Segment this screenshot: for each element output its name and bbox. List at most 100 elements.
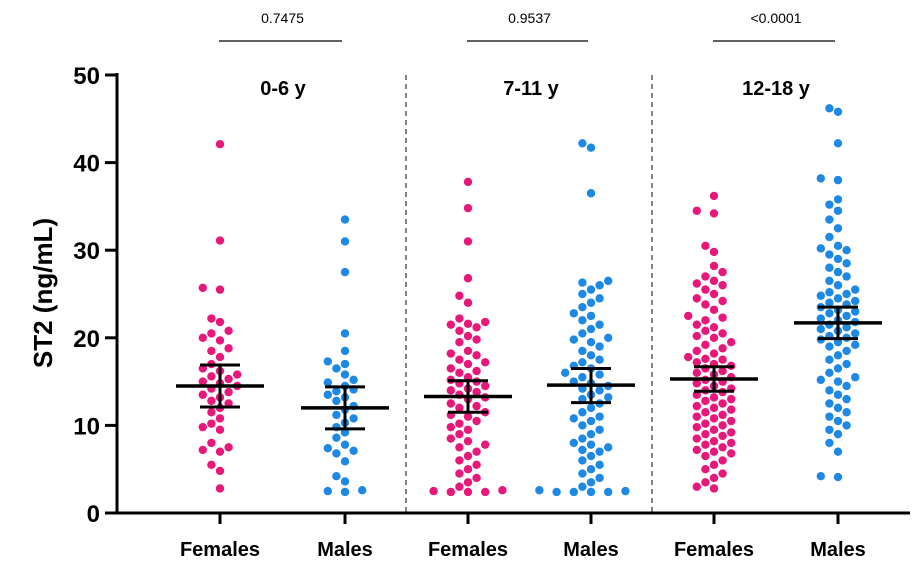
- data-point: [833, 175, 843, 185]
- data-point: [429, 486, 438, 496]
- data-point: [463, 331, 473, 341]
- data-point: [340, 487, 350, 497]
- data-point: [718, 313, 727, 322]
- data-point: [349, 446, 358, 456]
- data-point: [825, 412, 834, 421]
- data-point: [692, 358, 701, 367]
- data-point: [701, 419, 710, 428]
- data-point: [718, 281, 727, 290]
- data-point: [842, 259, 851, 268]
- data-point: [323, 443, 332, 453]
- data-point: [709, 349, 719, 358]
- data-point: [833, 472, 843, 482]
- data-point: [718, 399, 727, 408]
- data-point: [561, 368, 570, 378]
- data-point: [224, 443, 233, 452]
- data-point: [578, 329, 587, 338]
- data-point: [586, 337, 596, 347]
- data-point: [718, 329, 727, 338]
- data-point: [463, 436, 473, 446]
- data-point: [604, 443, 613, 452]
- data-point: [816, 472, 825, 481]
- data-point: [340, 457, 350, 466]
- data-point: [340, 359, 350, 369]
- data-point: [709, 247, 719, 257]
- data-point: [332, 449, 341, 458]
- data-point: [604, 487, 613, 497]
- data-point: [701, 300, 710, 309]
- data-point: [215, 466, 225, 476]
- data-point: [727, 449, 736, 458]
- data-point: [833, 364, 843, 373]
- data-point: [833, 403, 843, 413]
- data-point: [481, 440, 490, 449]
- data-point: [816, 375, 825, 385]
- data-point: [332, 433, 341, 442]
- data-point: [718, 443, 727, 452]
- data-point: [701, 465, 710, 474]
- data-point: [578, 373, 587, 382]
- data-point: [198, 283, 207, 293]
- data-point: [578, 434, 587, 443]
- data-point: [709, 191, 719, 201]
- data-point: [481, 381, 490, 391]
- data-point: [472, 473, 481, 483]
- data-point: [842, 289, 851, 299]
- y-tick-label: 20: [73, 326, 100, 353]
- data-point: [358, 486, 367, 495]
- data-point: [701, 340, 710, 350]
- data-point: [446, 434, 455, 443]
- data-point: [825, 355, 834, 364]
- data-point: [578, 445, 587, 455]
- data-point: [825, 309, 834, 318]
- data-point: [833, 429, 843, 439]
- data-point: [472, 351, 481, 360]
- data-point: [842, 246, 851, 255]
- data-point: [586, 143, 596, 152]
- data-point: [481, 317, 490, 327]
- data-point: [718, 344, 727, 353]
- data-point: [727, 416, 736, 426]
- data-point: [569, 335, 578, 344]
- data-point: [825, 386, 834, 395]
- data-point: [323, 486, 332, 496]
- data-point: [215, 140, 225, 149]
- data-point: [816, 174, 825, 183]
- data-point: [718, 469, 727, 478]
- data-point: [833, 107, 843, 116]
- data-point: [718, 421, 727, 430]
- data-point: [709, 289, 719, 299]
- data-point: [692, 294, 701, 303]
- data-point: [595, 473, 604, 483]
- data-point: [727, 405, 736, 414]
- data-point: [842, 408, 851, 417]
- data-point: [701, 354, 710, 364]
- data-point: [586, 465, 596, 474]
- data-point: [825, 399, 834, 408]
- data-point: [207, 438, 216, 448]
- data-point: [701, 396, 710, 406]
- data-point: [586, 478, 596, 487]
- data-point: [825, 215, 834, 224]
- data-point: [340, 329, 350, 338]
- data-point: [727, 337, 736, 347]
- data-point: [842, 272, 851, 281]
- data-point: [349, 414, 358, 423]
- data-point: [446, 422, 455, 432]
- data-point: [481, 487, 490, 497]
- data-point: [446, 364, 455, 373]
- data-point: [701, 451, 710, 461]
- data-point: [332, 410, 341, 420]
- data-point: [701, 326, 710, 335]
- data-point: [578, 346, 587, 356]
- data-point: [455, 314, 464, 323]
- data-point: [455, 291, 464, 300]
- data-point: [825, 200, 834, 209]
- y-tick-label: 50: [73, 63, 100, 90]
- data-point: [446, 399, 455, 408]
- data-point: [340, 477, 350, 486]
- y-tick-label: 40: [73, 151, 100, 178]
- data-point: [842, 421, 851, 430]
- data-point: [709, 305, 719, 314]
